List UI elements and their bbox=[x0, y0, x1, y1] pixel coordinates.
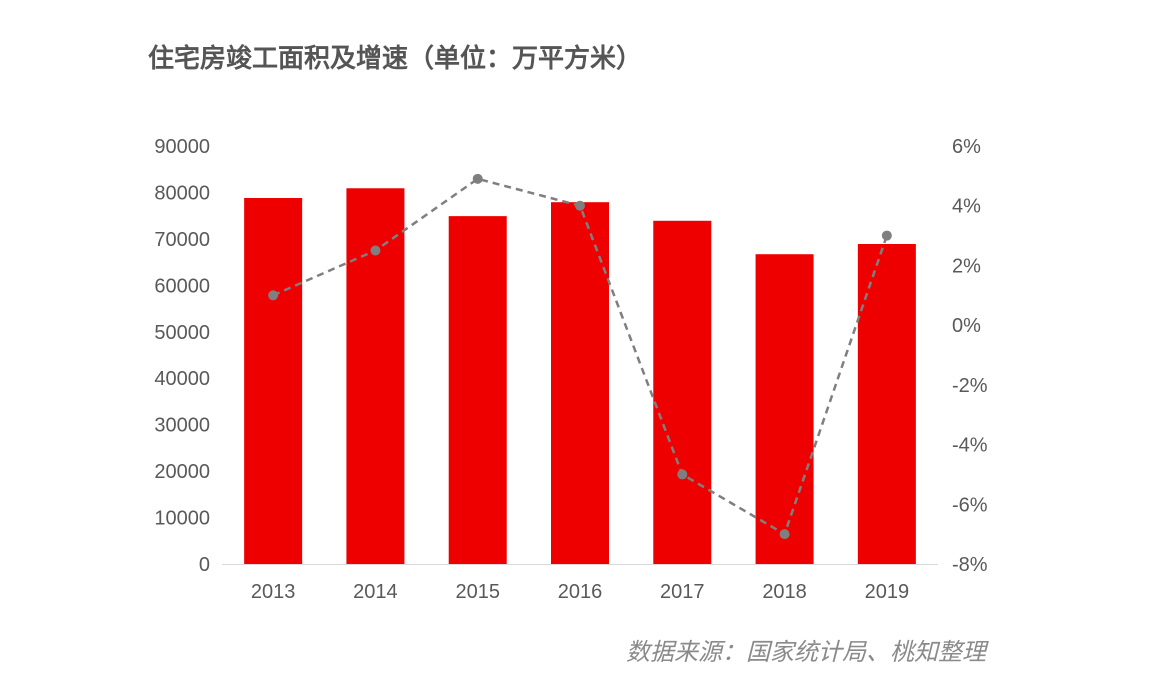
growth-point bbox=[370, 245, 381, 256]
growth-point bbox=[677, 469, 688, 480]
y-right-tick-label: -8% bbox=[952, 554, 988, 576]
chart-title: 住宅房竣工面积及增速（单位：万平方米） bbox=[148, 44, 643, 74]
x-tick-label: 2017 bbox=[660, 581, 705, 603]
y-left-tick-label: 90000 bbox=[154, 136, 210, 158]
y-right-tick-label: 4% bbox=[952, 196, 981, 218]
y-left-tick-label: 10000 bbox=[154, 508, 210, 530]
x-tick-label: 2016 bbox=[558, 581, 603, 603]
y-left-tick-label: 50000 bbox=[154, 322, 210, 344]
x-tick-label: 2015 bbox=[455, 581, 500, 603]
y-right-tick-label: 6% bbox=[952, 136, 981, 158]
y-left-tick-label: 70000 bbox=[154, 229, 210, 251]
y-left-tick-label: 0 bbox=[199, 554, 210, 576]
x-tick-label: 2014 bbox=[353, 581, 398, 603]
y-right-tick-label: -2% bbox=[952, 375, 988, 397]
x-tick-label: 2019 bbox=[865, 581, 910, 603]
y-left-tick-label: 20000 bbox=[154, 461, 210, 483]
y-right-tick-label: 2% bbox=[952, 255, 981, 277]
bar bbox=[653, 220, 712, 564]
bar bbox=[551, 202, 609, 564]
y-left-tick-label: 30000 bbox=[154, 415, 210, 437]
growth-point bbox=[779, 529, 790, 540]
growth-point bbox=[575, 200, 585, 211]
bar bbox=[346, 188, 405, 564]
x-tick-label: 2013 bbox=[251, 581, 296, 603]
source-note: 数据来源：国家统计局、桃知整理 bbox=[626, 638, 986, 666]
bar bbox=[857, 243, 916, 564]
growth-point bbox=[472, 173, 483, 184]
bar bbox=[755, 254, 814, 564]
y-right-tick-label: -4% bbox=[952, 435, 988, 457]
bar bbox=[448, 216, 507, 564]
y-left-tick-label: 60000 bbox=[154, 275, 210, 297]
y-right-tick-label: 0% bbox=[952, 315, 981, 337]
growth-point bbox=[881, 230, 892, 241]
y-right-tick-label: -6% bbox=[952, 494, 988, 516]
y-left-tick-label: 40000 bbox=[154, 368, 210, 390]
growth-point bbox=[268, 290, 279, 301]
bar bbox=[244, 198, 303, 565]
y-left-tick-label: 80000 bbox=[154, 182, 210, 204]
x-tick-label: 2018 bbox=[762, 581, 807, 603]
